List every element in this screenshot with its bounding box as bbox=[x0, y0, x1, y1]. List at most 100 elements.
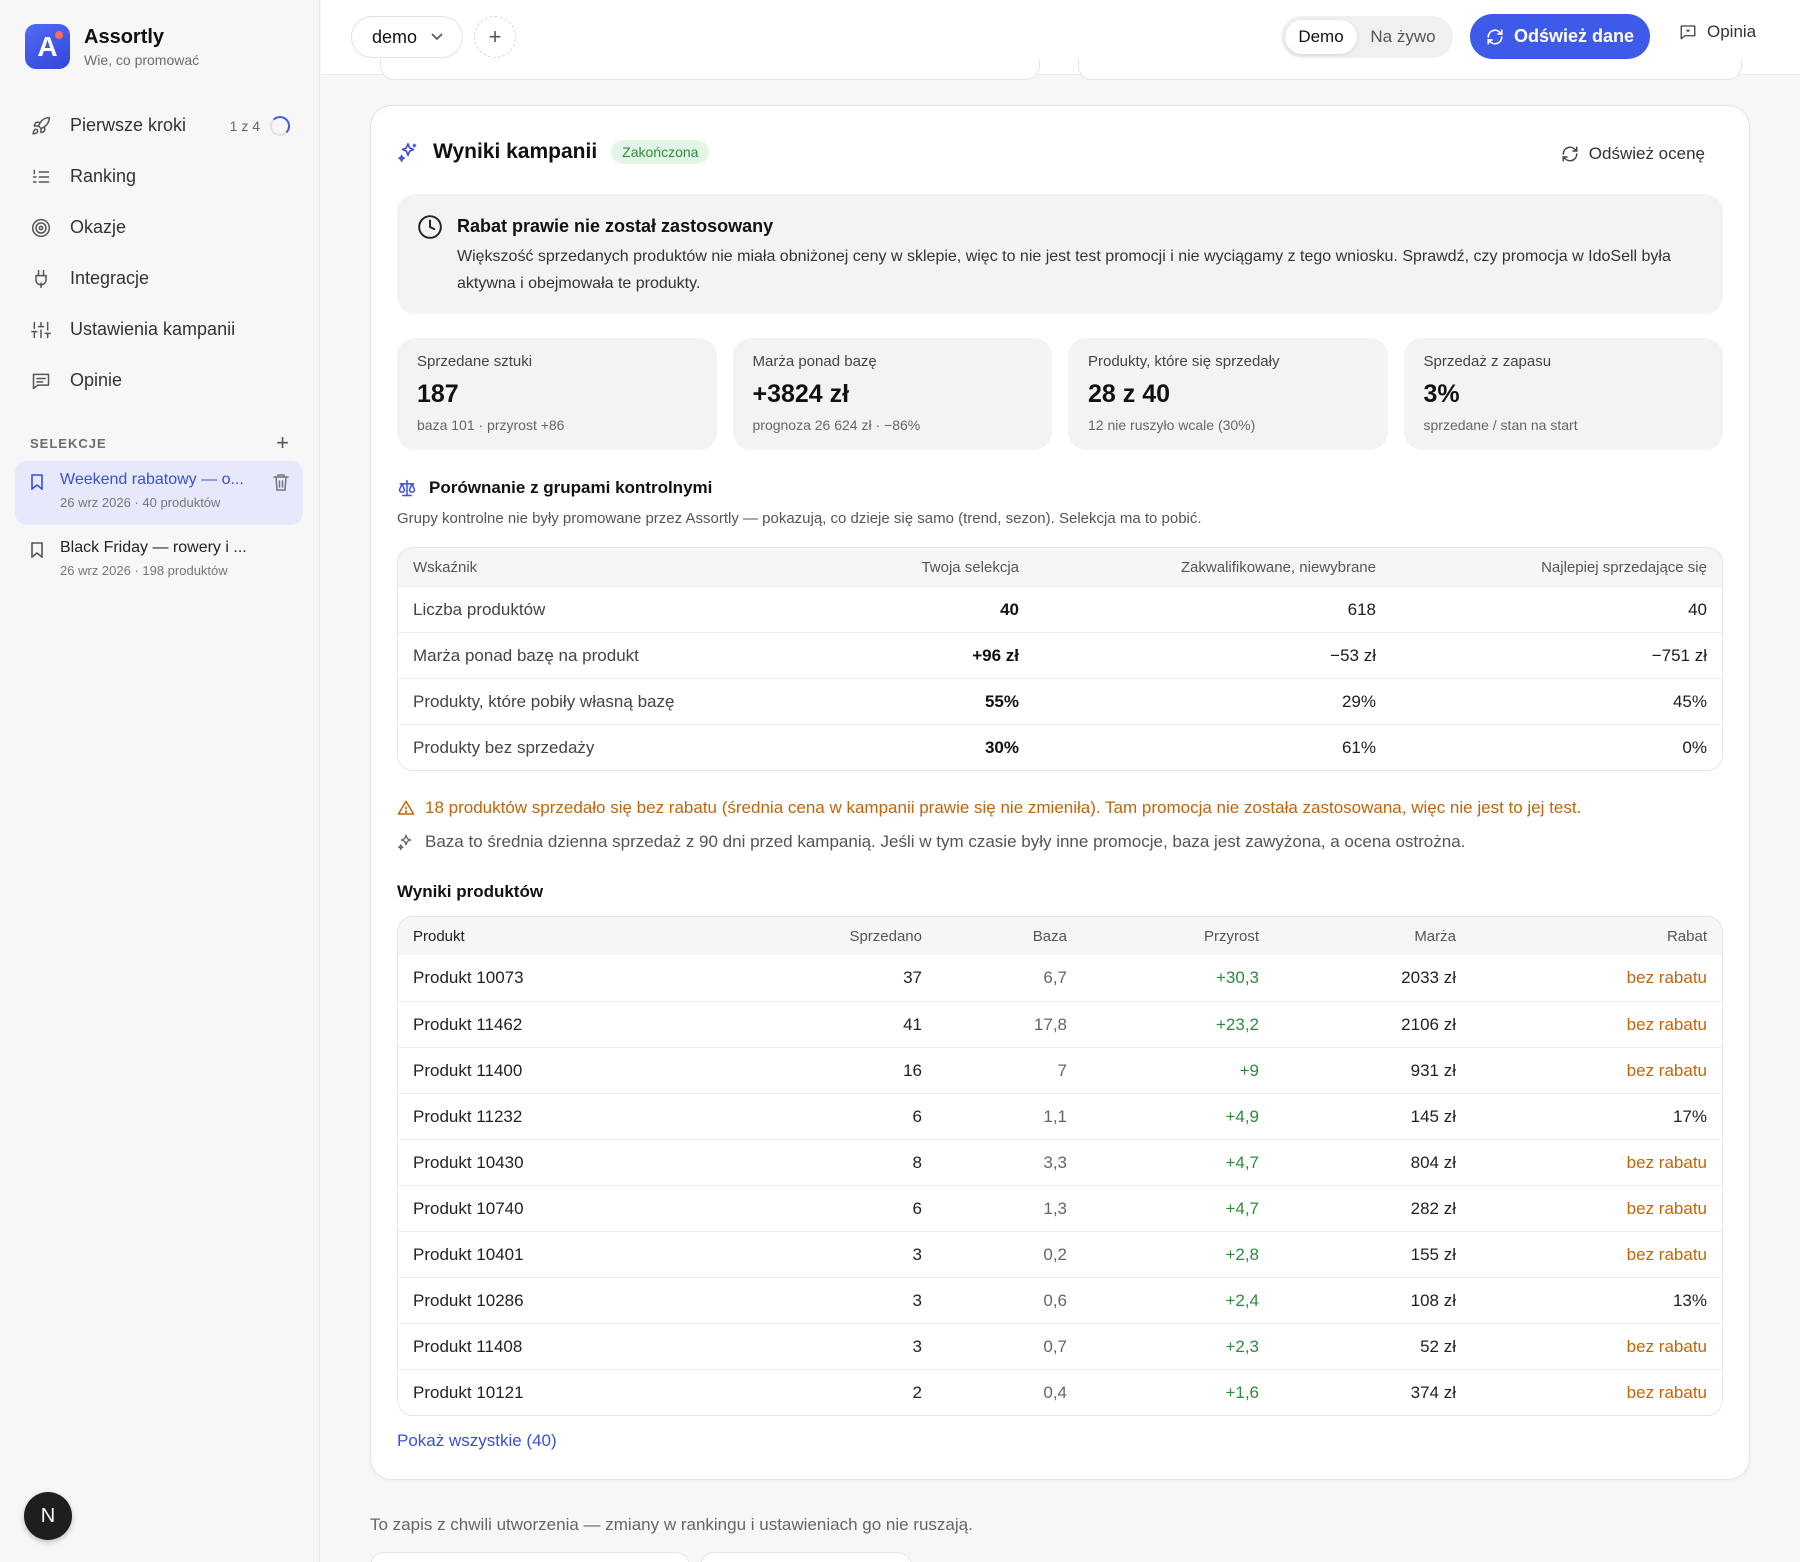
table-row[interactable]: Produkt 11462 41 17,8 +23,2 2106 zł bez rabat… bbox=[398, 1001, 1722, 1047]
table-row[interactable]: Produkt 10740 6 1,3 +4,7 282 zł bez rabatu bbox=[398, 1185, 1722, 1231]
table-row[interactable]: Produkt 10286 3 0,6 +2,4 108 zł 13% bbox=[398, 1277, 1722, 1323]
brand-logo: A bbox=[25, 24, 70, 69]
nav-label: Ranking bbox=[70, 166, 137, 186]
baseline-value: 6,7 bbox=[1043, 968, 1067, 987]
message-icon bbox=[30, 370, 52, 392]
sparkles-icon bbox=[397, 834, 412, 851]
selection-item[interactable]: Black Friday — rowery i ... 26 wrz 2026 … bbox=[15, 529, 303, 593]
status-badge: Zakończona bbox=[611, 140, 710, 164]
column-header: Twoja selekcja bbox=[921, 558, 1019, 576]
product-name: Produkt 10740 bbox=[413, 1198, 524, 1218]
brand-logo-letter: A bbox=[37, 30, 58, 62]
margin-value: 804 zł bbox=[1410, 1152, 1456, 1172]
refresh-icon bbox=[1562, 146, 1578, 162]
selection-value: +96 zł bbox=[972, 645, 1019, 665]
reassess-button[interactable]: Odśwież ocenę bbox=[1561, 144, 1705, 164]
sold-value: 16 bbox=[903, 1060, 922, 1080]
discount-value: 13% bbox=[1672, 1290, 1707, 1310]
baseline-note: Baza to średnia dzienna sprzedaż z 90 dn… bbox=[397, 832, 1465, 852]
baseline-value: 0,7 bbox=[1043, 1336, 1067, 1356]
selection-meta: 26 wrz 2026 · 40 produktów bbox=[60, 495, 221, 510]
column-header[interactable]: Baza bbox=[1032, 927, 1067, 945]
nav-item-integrations[interactable]: Integracje bbox=[15, 253, 305, 304]
bookmark-icon bbox=[31, 542, 43, 558]
table-row[interactable]: Produkt 10073 37 6,7 +30,3 2033 zł bez rabatu bbox=[398, 955, 1722, 1001]
baseline-value: 0,6 bbox=[1043, 1290, 1067, 1310]
metric-name: Produkty bez sprzedaży bbox=[413, 737, 595, 757]
trash-icon[interactable] bbox=[273, 473, 289, 491]
refresh-data-button[interactable]: Odśwież dane bbox=[1470, 14, 1650, 59]
previous-card-edge bbox=[1078, 60, 1742, 80]
product-name: Produkt 10121 bbox=[413, 1382, 524, 1402]
refresh-icon bbox=[1487, 28, 1503, 45]
uplift-value: +2,4 bbox=[1225, 1290, 1259, 1310]
margin-value: 282 zł bbox=[1410, 1198, 1456, 1218]
product-name: Produkt 11408 bbox=[413, 1336, 523, 1356]
table-row[interactable]: Produkt 11408 3 0,7 +2,3 52 zł bez rabatu bbox=[398, 1323, 1722, 1369]
stat-card: Sprzedaż z zapasu 3% sprzedane / stan na… bbox=[1403, 338, 1723, 450]
nav-label: Ustawienia kampanii bbox=[70, 319, 236, 339]
table-row[interactable]: Produkt 11232 6 1,1 +4,9 145 zł 17% bbox=[398, 1093, 1722, 1139]
column-header[interactable]: Produkt bbox=[413, 927, 465, 945]
margin-value: 145 zł bbox=[1410, 1106, 1456, 1126]
nav-label: Okazje bbox=[70, 217, 127, 237]
refresh-data-label: Odśwież dane bbox=[1513, 26, 1635, 46]
margin-value: 108 zł bbox=[1410, 1290, 1456, 1310]
bookmark-icon bbox=[31, 474, 43, 490]
comparison-title: Porównanie z grupami kontrolnymi bbox=[429, 478, 713, 497]
feedback-label: Opinia bbox=[1707, 22, 1757, 41]
list-ordered-icon bbox=[30, 166, 52, 188]
uplift-value: +2,3 bbox=[1225, 1336, 1259, 1356]
qualified-value: 618 bbox=[1347, 599, 1376, 619]
selection-value: 55% bbox=[984, 691, 1019, 711]
previous-card-edge bbox=[380, 60, 1040, 80]
products-table: Produkt Sprzedano Baza Przyrost Marża Ra… bbox=[397, 916, 1723, 1416]
mode-live-option[interactable]: Na żywo bbox=[1370, 27, 1436, 46]
feedback-button[interactable]: Opinia bbox=[1679, 22, 1756, 42]
table-row[interactable]: Produkt 11400 16 7 +9 931 zł bez rabatu bbox=[398, 1047, 1722, 1093]
stat-value: +3824 zł bbox=[752, 380, 850, 408]
column-header[interactable]: Sprzedano bbox=[849, 927, 922, 945]
nav-item-feedback[interactable]: Opinie bbox=[15, 355, 305, 406]
workspace-select[interactable]: demo bbox=[351, 16, 463, 58]
sidebar: A Assortly Wie, co promować Pierwsze kro… bbox=[0, 0, 320, 1562]
baseline-value: 0,4 bbox=[1043, 1382, 1067, 1402]
sold-value: 3 bbox=[912, 1244, 922, 1264]
add-workspace-button[interactable]: + bbox=[474, 16, 516, 58]
stat-sub: sprzedane / stan na start bbox=[1423, 417, 1578, 433]
column-header[interactable]: Rabat bbox=[1666, 927, 1707, 945]
table-header-row: Wskaźnik Twoja selekcja Zakwalifikowane,… bbox=[398, 548, 1722, 586]
product-name: Produkt 11400 bbox=[413, 1060, 523, 1080]
user-avatar[interactable]: N bbox=[24, 1492, 72, 1540]
table-row[interactable]: Produkt 10401 3 0,2 +2,8 155 zł bez rabatu bbox=[398, 1231, 1722, 1277]
nav-item-getting-started[interactable]: Pierwsze kroki 1 z 4 bbox=[15, 100, 305, 151]
selection-value: 30% bbox=[984, 737, 1019, 757]
stat-label: Produkty, które się sprzedały bbox=[1088, 353, 1280, 370]
nav-label: Opinie bbox=[70, 370, 123, 390]
column-header[interactable]: Przyrost bbox=[1203, 927, 1259, 945]
margin-value: 52 zł bbox=[1420, 1336, 1456, 1356]
chevron-down-icon bbox=[431, 30, 443, 44]
selection-meta: 26 wrz 2026 · 198 produktów bbox=[60, 563, 228, 578]
nav-item-ranking[interactable]: Ranking bbox=[15, 151, 305, 202]
nav-item-opportunities[interactable]: Okazje bbox=[15, 202, 305, 253]
uplift-value: +4,9 bbox=[1225, 1106, 1259, 1126]
mode-demo-option[interactable]: Demo bbox=[1285, 20, 1357, 54]
column-header[interactable]: Marża bbox=[1414, 927, 1456, 945]
table-row[interactable]: Produkt 10121 2 0,4 +1,6 374 zł bez rabatu bbox=[398, 1369, 1722, 1415]
mode-toggle[interactable]: Demo Na żywo bbox=[1281, 16, 1453, 58]
metric-name: Marża ponad bazę na produkt bbox=[413, 645, 639, 665]
brand[interactable]: A Assortly Wie, co promować bbox=[25, 24, 199, 69]
table-row[interactable]: Produkt 10430 8 3,3 +4,7 804 zł bez rabatu bbox=[398, 1139, 1722, 1185]
stat-card: Sprzedane sztuki 187 baza 101 · przyrost… bbox=[397, 338, 717, 450]
selection-item[interactable]: Weekend rabatowy — o... 26 wrz 2026 · 40… bbox=[15, 461, 303, 525]
progress-text: 1 z 4 bbox=[229, 117, 260, 134]
add-selection-icon[interactable]: + bbox=[276, 430, 290, 455]
comparison-table: Wskaźnik Twoja selekcja Zakwalifikowane,… bbox=[397, 547, 1723, 771]
discount-value: bez rabatu bbox=[1626, 968, 1707, 987]
sold-value: 3 bbox=[912, 1336, 922, 1356]
nav-item-campaign-settings[interactable]: Ustawienia kampanii bbox=[15, 304, 305, 355]
bestseller-value: 0% bbox=[1682, 737, 1707, 757]
show-all-link[interactable]: Pokaż wszystkie (40) bbox=[397, 1431, 557, 1450]
stat-sub: baza 101 · przyrost +86 bbox=[417, 417, 565, 433]
